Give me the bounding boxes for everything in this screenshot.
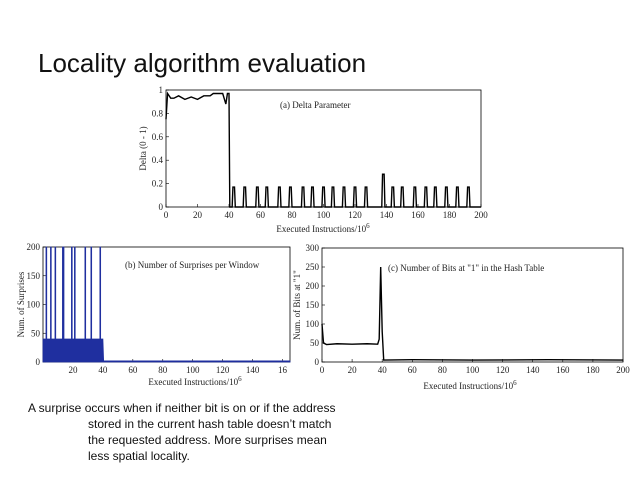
x-tick-label: 200 [474, 210, 488, 220]
annotation: (b) Number of Surprises per Window [125, 260, 260, 270]
x-tick-label: 80 [438, 365, 448, 375]
x-tick-label: 100 [186, 365, 200, 375]
x-tick-label: 0 [164, 210, 169, 220]
caption: stored in the current hash table doesn’t… [88, 417, 331, 431]
y-tick-label: 200 [27, 242, 41, 252]
y-tick-label: 150 [27, 271, 41, 281]
x-tick-label: 16 [278, 365, 288, 375]
x-axis-label: Executed Instructions/106 [276, 222, 370, 234]
x-tick-label: 140 [526, 365, 540, 375]
x-axis-label: Executed Instructions/106 [423, 379, 517, 391]
y-tick-label: 100 [306, 319, 320, 329]
x-axis-label: Executed Instructions/106 [148, 375, 242, 387]
x-tick-label: 40 [98, 365, 108, 375]
x-axis-label-exponent: 6 [366, 222, 370, 230]
x-tick-label: 140 [380, 210, 394, 220]
x-tick-label: 120 [348, 210, 362, 220]
y-tick-label: 200 [306, 281, 320, 291]
x-tick-label: 100 [317, 210, 331, 220]
y-tick-label: 0.4 [152, 155, 164, 165]
chart: 0 50 100 150 200 250 300 0 20 40 60 80 100 120 140 160 1… [292, 243, 630, 391]
x-tick-label: 200 [616, 365, 630, 375]
x-tick-label: 0 [320, 365, 325, 375]
x-tick-label: 160 [411, 210, 425, 220]
y-tick-label: 0 [36, 357, 41, 367]
y-tick-label: 0.8 [152, 108, 164, 118]
x-tick-label: 20 [348, 365, 358, 375]
x-tick-label: 40 [378, 365, 388, 375]
line [165, 91, 481, 208]
y-tick-label: 0 [159, 202, 164, 212]
x-tick-label: 80 [288, 210, 298, 220]
caption: A surprise occurs when if neither bit is… [28, 401, 335, 415]
x-axis-label-text: Executed Instructions/10 [276, 224, 366, 234]
y-tick-label: 0.2 [152, 179, 163, 189]
line [321, 266, 624, 361]
chart: 0 50 100 150 200 20 40 60 80 100 120 140 16 (b) Numbe… [16, 242, 291, 387]
y-tick-label: 300 [306, 243, 320, 253]
x-tick-label: 140 [246, 365, 260, 375]
y-tick-label: 250 [306, 262, 320, 272]
x-tick-label: 180 [586, 365, 600, 375]
annotation: (a) Delta Parameter [280, 100, 350, 110]
y-tick-label: 50 [31, 328, 41, 338]
x-tick-label: 120 [496, 365, 510, 375]
x-tick-label: 60 [408, 365, 418, 375]
y-tick-label: 150 [306, 300, 320, 310]
x-tick-label: 60 [128, 365, 138, 375]
slide-title: Locality algorithm evaluation [38, 48, 366, 78]
y-tick-label: 100 [27, 300, 41, 310]
x-tick-label: 40 [225, 210, 235, 220]
y-axis-label: Num. of Surprises [16, 271, 26, 337]
plot-frame [321, 247, 624, 363]
y-tick-label: 1 [159, 85, 164, 95]
y-tick-label: 0 [315, 357, 320, 367]
x-tick-label: 160 [556, 365, 570, 375]
x-tick-label: 80 [158, 365, 168, 375]
x-tick-label: 180 [443, 210, 457, 220]
x-axis-label-exponent: 6 [513, 379, 517, 387]
caption: the requested address. More surprises me… [88, 433, 327, 447]
x-axis-label-text: Executed Instructions/10 [148, 377, 238, 387]
x-tick-label: 20 [68, 365, 78, 375]
x-tick-label: 100 [466, 365, 480, 375]
y-tick-label: 50 [310, 338, 320, 348]
y-axis-label: Num. of Bits at "1" [292, 270, 302, 340]
x-axis-label-exponent: 6 [238, 375, 242, 383]
annotation: (c) Number of Bits at "1" in the Hash Ta… [388, 263, 544, 273]
x-tick-label: 20 [193, 210, 203, 220]
y-tick-label: 0.6 [152, 132, 164, 142]
x-axis-label-text: Executed Instructions/10 [423, 381, 513, 391]
x-tick-label: 120 [216, 365, 230, 375]
x-tick-label: 60 [256, 210, 266, 220]
y-axis-label: Delta (0 - 1) [138, 126, 148, 170]
area [42, 246, 291, 363]
caption: less spatial locality. [88, 449, 190, 463]
chart: 0 0.2 0.4 0.6 0.8 1 0 20 40 60 80 100 120 140 160 180 20… [138, 85, 488, 234]
